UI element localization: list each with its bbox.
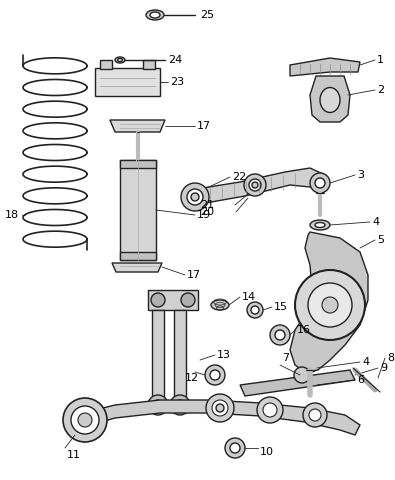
Text: 20: 20 bbox=[200, 207, 214, 217]
FancyBboxPatch shape bbox=[120, 160, 156, 260]
Text: 17: 17 bbox=[197, 121, 211, 131]
Circle shape bbox=[205, 365, 225, 385]
Circle shape bbox=[191, 193, 199, 201]
Polygon shape bbox=[290, 232, 368, 372]
Polygon shape bbox=[190, 168, 325, 204]
Circle shape bbox=[148, 395, 168, 415]
Text: 16: 16 bbox=[297, 325, 311, 335]
Text: 8: 8 bbox=[387, 353, 394, 363]
Polygon shape bbox=[240, 370, 355, 396]
Text: 13: 13 bbox=[217, 350, 231, 360]
Ellipse shape bbox=[299, 363, 317, 372]
Circle shape bbox=[153, 400, 163, 410]
Circle shape bbox=[275, 330, 285, 340]
Circle shape bbox=[322, 297, 338, 313]
Text: 24: 24 bbox=[168, 55, 182, 65]
Ellipse shape bbox=[320, 87, 340, 112]
Circle shape bbox=[63, 398, 107, 442]
Ellipse shape bbox=[211, 300, 229, 310]
Circle shape bbox=[295, 270, 365, 340]
Text: 14: 14 bbox=[242, 292, 256, 302]
Text: 5: 5 bbox=[377, 235, 384, 245]
Circle shape bbox=[251, 306, 259, 314]
Text: 25: 25 bbox=[200, 10, 214, 20]
Ellipse shape bbox=[303, 366, 312, 370]
FancyBboxPatch shape bbox=[120, 252, 156, 260]
FancyBboxPatch shape bbox=[148, 290, 198, 310]
Circle shape bbox=[151, 293, 165, 307]
Circle shape bbox=[170, 395, 190, 415]
Circle shape bbox=[181, 183, 209, 211]
Text: 11: 11 bbox=[67, 450, 81, 460]
Polygon shape bbox=[310, 76, 350, 122]
FancyBboxPatch shape bbox=[100, 60, 112, 69]
Text: 17: 17 bbox=[187, 270, 201, 280]
Text: 19: 19 bbox=[197, 210, 211, 220]
Circle shape bbox=[270, 325, 290, 345]
FancyBboxPatch shape bbox=[95, 68, 160, 96]
Circle shape bbox=[257, 397, 283, 423]
FancyBboxPatch shape bbox=[143, 60, 155, 69]
Circle shape bbox=[212, 400, 228, 416]
Text: 10: 10 bbox=[260, 447, 274, 457]
Ellipse shape bbox=[117, 59, 122, 61]
Ellipse shape bbox=[310, 220, 330, 230]
Circle shape bbox=[181, 293, 195, 307]
Text: 22: 22 bbox=[232, 172, 246, 182]
Text: 6: 6 bbox=[357, 375, 364, 385]
Circle shape bbox=[230, 443, 240, 453]
Text: 12: 12 bbox=[185, 373, 199, 383]
Text: 7: 7 bbox=[282, 353, 289, 363]
Circle shape bbox=[308, 283, 352, 327]
Circle shape bbox=[210, 370, 220, 380]
Circle shape bbox=[206, 394, 234, 422]
FancyBboxPatch shape bbox=[174, 310, 186, 400]
Circle shape bbox=[303, 403, 327, 427]
Polygon shape bbox=[112, 263, 162, 272]
Circle shape bbox=[244, 174, 266, 196]
Circle shape bbox=[309, 409, 321, 421]
Ellipse shape bbox=[146, 10, 164, 20]
Circle shape bbox=[263, 403, 277, 417]
Text: 3: 3 bbox=[357, 170, 364, 180]
Circle shape bbox=[216, 404, 224, 412]
Text: 21: 21 bbox=[200, 200, 214, 210]
Text: 4: 4 bbox=[362, 357, 369, 367]
Text: 15: 15 bbox=[274, 302, 288, 312]
Circle shape bbox=[294, 367, 310, 383]
Circle shape bbox=[78, 413, 92, 427]
Ellipse shape bbox=[115, 57, 125, 63]
Text: 4: 4 bbox=[372, 217, 379, 227]
Ellipse shape bbox=[150, 12, 160, 18]
Ellipse shape bbox=[315, 223, 325, 228]
Text: 1: 1 bbox=[377, 55, 384, 65]
Circle shape bbox=[315, 178, 325, 188]
Text: 18: 18 bbox=[5, 210, 19, 220]
Circle shape bbox=[252, 182, 258, 188]
Circle shape bbox=[247, 302, 263, 318]
Circle shape bbox=[249, 179, 261, 191]
Circle shape bbox=[175, 400, 185, 410]
Polygon shape bbox=[290, 58, 360, 76]
FancyBboxPatch shape bbox=[120, 160, 156, 168]
Circle shape bbox=[225, 438, 245, 458]
Polygon shape bbox=[75, 400, 360, 435]
Polygon shape bbox=[110, 120, 165, 132]
Circle shape bbox=[187, 189, 203, 205]
Text: 23: 23 bbox=[170, 77, 184, 87]
Text: 2: 2 bbox=[377, 85, 384, 95]
FancyBboxPatch shape bbox=[152, 310, 164, 400]
Circle shape bbox=[71, 406, 99, 434]
Circle shape bbox=[310, 173, 330, 193]
Text: 9: 9 bbox=[380, 363, 387, 373]
